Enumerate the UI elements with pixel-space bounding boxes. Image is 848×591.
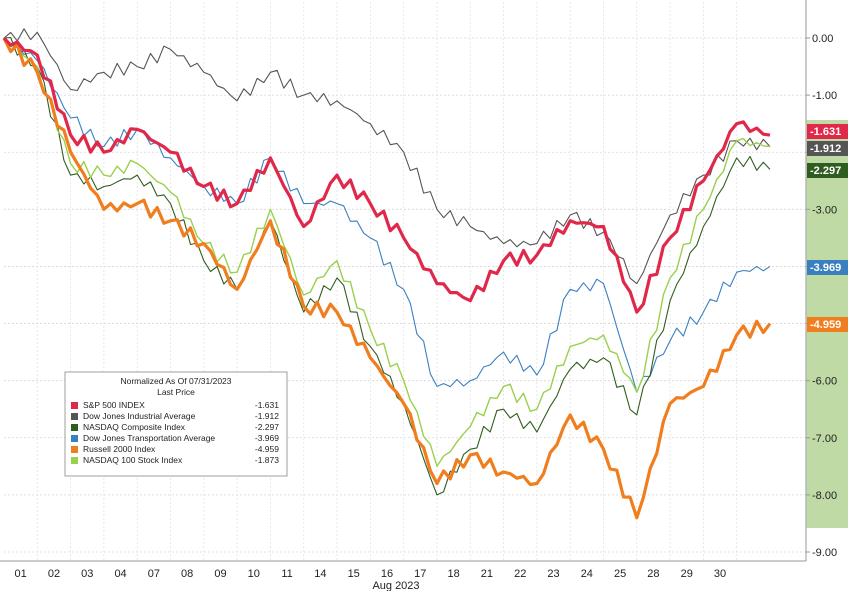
legend-swatch (71, 446, 78, 453)
legend-swatch (71, 424, 78, 431)
series-line-3 (3, 37, 771, 393)
series-line-5 (3, 37, 771, 467)
series-line-0 (2, 36, 771, 314)
legend-entry-2: NASDAQ Composite Index -2.297 (71, 422, 279, 432)
x-tick-label: 07 (148, 568, 160, 580)
last-value-badge-4: -4.959 (807, 317, 848, 332)
last-value-badge-1: -1.912 (807, 141, 848, 156)
x-tick-label: 18 (447, 568, 459, 580)
y-tick-label: -3.00 (812, 204, 837, 216)
last-value-badge-0: -1.631 (807, 124, 848, 139)
x-tick-label: 08 (181, 568, 193, 580)
last-value-badge-3: -3.969 (807, 260, 848, 275)
badge-bg (807, 141, 848, 156)
series-line-4 (2, 37, 772, 520)
legend-label: S&P 500 INDEX (83, 400, 145, 410)
legend-value: -1.873 (255, 455, 279, 465)
legend-value: -3.969 (255, 433, 279, 443)
legend-label: NASDAQ 100 Stock Index (83, 455, 183, 465)
x-tick-label: 29 (681, 568, 693, 580)
x-tick-label: 14 (314, 568, 326, 580)
x-tick-label: 09 (214, 568, 226, 580)
legend-entry-4: Russell 2000 Index -4.959 (71, 444, 279, 454)
y-tick-label: -1.00 (812, 90, 837, 102)
legend-swatch (71, 457, 78, 464)
legend-swatch (71, 435, 78, 442)
legend-value: -1.631 (255, 400, 279, 410)
legend-label: NASDAQ Composite Index (83, 422, 186, 432)
series-line-1 (3, 28, 771, 285)
x-tick-label: 16 (381, 568, 393, 580)
y-tick-label: 0.00 (812, 33, 833, 45)
x-tick-label: 21 (481, 568, 493, 580)
badge-bg (807, 124, 848, 139)
series-line-2 (3, 36, 771, 496)
x-tick-label: 15 (348, 568, 360, 580)
legend-title: Normalized As Of 07/31/2023 (120, 376, 231, 386)
legend-entry-3: Dow Jones Transportation Average -3.969 (71, 433, 279, 443)
badge-value: -2.297 (810, 165, 841, 177)
badge-value: -1.631 (810, 126, 841, 138)
y-tick-label: -9.00 (812, 547, 837, 559)
y-tick-label: -8.00 (812, 490, 837, 502)
x-tick-label: 01 (15, 568, 27, 580)
legend-swatch (71, 402, 78, 409)
legend-label: Russell 2000 Index (83, 444, 156, 454)
x-tick-label: 02 (48, 568, 60, 580)
legend-swatch (71, 413, 78, 420)
x-tick-label: 22 (514, 568, 526, 580)
last-value-badge-2: -2.297 (807, 163, 848, 178)
badge-bg (807, 317, 848, 332)
legend-label: Dow Jones Transportation Average (83, 433, 215, 443)
badge-value: -3.969 (810, 262, 841, 274)
legend-entry-0: S&P 500 INDEX -1.631 (71, 400, 279, 410)
x-tick-label: 23 (547, 568, 559, 580)
legend-value: -4.959 (255, 444, 279, 454)
x-tick-label: 24 (581, 568, 593, 580)
x-tick-label: 30 (714, 568, 726, 580)
legend-entry-1: Dow Jones Industrial Average -1.912 (71, 411, 279, 421)
y-tick-label: -7.00 (812, 433, 837, 445)
legend-label: Dow Jones Industrial Average (83, 411, 196, 421)
legend-subtitle: Last Price (157, 387, 195, 397)
badge-bg (807, 260, 848, 275)
legend-box (64, 371, 288, 477)
x-tick-label: 28 (647, 568, 659, 580)
legend-value: -1.912 (255, 411, 279, 421)
x-tick-label: 10 (248, 568, 260, 580)
x-axis-label: Aug 2023 (372, 580, 419, 591)
legend-entry-5: NASDAQ 100 Stock Index -1.873 (71, 455, 279, 465)
y-tick-label: -6.00 (812, 376, 837, 388)
x-tick-label: 17 (414, 568, 426, 580)
x-tick-label: 25 (614, 568, 626, 580)
x-tick-label: 11 (281, 568, 292, 580)
badge-value: -1.912 (810, 143, 841, 155)
legend-value: -2.297 (255, 422, 279, 432)
x-tick-label: 04 (114, 568, 126, 580)
badge-bg (807, 163, 848, 178)
badge-value: -4.959 (810, 319, 841, 331)
x-tick-label: 03 (81, 568, 93, 580)
